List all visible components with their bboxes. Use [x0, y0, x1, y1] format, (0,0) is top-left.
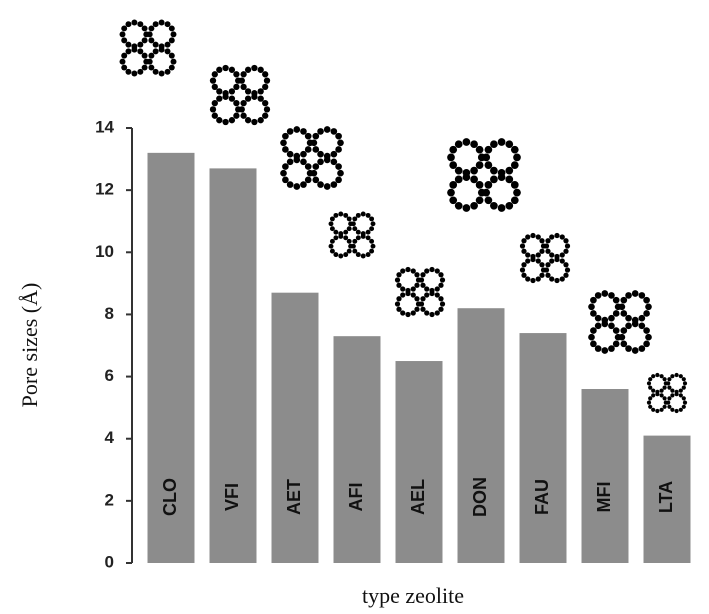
bar [334, 336, 381, 563]
x-axis-label: type zeolite [362, 583, 464, 608]
y-tick-label: 2 [105, 490, 114, 509]
y-tick-label: 10 [95, 242, 114, 261]
y-tick-label: 12 [95, 180, 114, 199]
y-axis-label: Pore sizes (Å) [17, 283, 42, 408]
category-label: AEL [408, 479, 428, 515]
bar [582, 389, 629, 563]
zeolite-structures [120, 20, 688, 414]
bar [520, 333, 567, 563]
category-label: CLO [160, 478, 180, 516]
chart: type zeolite Pore sizes (Å) 0 2 4 6 8 10 12 14 C… [0, 0, 709, 614]
category-label: FAU [532, 479, 552, 515]
category-label: LTA [656, 481, 676, 513]
category-label: AFI [346, 483, 366, 512]
category-label: VFI [222, 483, 242, 511]
y-tick-label: 6 [105, 366, 114, 385]
category-label: AET [284, 479, 304, 515]
y-tick-label: 4 [105, 428, 115, 447]
y-tick-label: 8 [105, 304, 114, 323]
bar [272, 293, 319, 563]
bar [458, 308, 505, 563]
y-tick-label: 0 [105, 552, 114, 571]
y-tick-label: 14 [95, 117, 114, 136]
bar [396, 361, 443, 563]
category-label: DON [470, 477, 490, 517]
category-label: MFI [594, 482, 614, 513]
